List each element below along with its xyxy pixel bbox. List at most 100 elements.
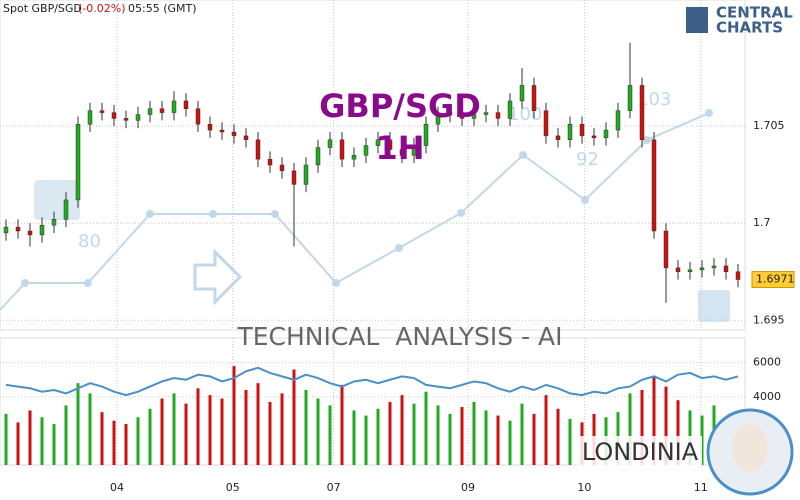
candle-body [219,129,225,133]
volume-bar [472,401,476,465]
candle-body [507,100,513,119]
volume-line [5,366,739,397]
candle-body [387,139,393,150]
volume-bar [64,405,68,465]
volume-bar [340,384,344,465]
logo-text: CHARTS [716,19,783,37]
watermark-arrow [193,248,243,306]
x-tick-label: 10 [577,481,591,494]
watermark-line [0,112,710,311]
candle-body [267,158,273,166]
candle-body [351,155,357,160]
volume-tick-label: 4000 [753,390,781,403]
candle-body [627,85,633,111]
volume-bar [316,398,320,465]
candle-body [495,112,501,119]
brand: LONDINIA [582,438,699,466]
candle-body [171,100,177,113]
volume-bar [304,389,308,465]
watermark-icon [698,290,730,322]
candle-body [435,114,441,125]
candle-body [531,85,537,111]
candle-body [651,139,657,232]
avatar-face [732,424,768,472]
candle-body [723,265,729,273]
banner: TECHNICAL ANALYSIS - AI [236,322,562,351]
candle-body [411,145,417,156]
candle-body [639,85,645,141]
candle-body [231,131,237,137]
candle-body [51,219,57,226]
volume-bar [256,383,260,465]
candle-body [159,108,165,113]
volume-bar [88,393,92,465]
volume-bar [496,415,500,465]
watermark-dots [21,109,713,287]
volume-bar [520,403,524,465]
volume-bar [184,403,188,465]
volume-bar [328,405,332,465]
candle-body [291,170,297,185]
logo-text: CENTRAL [716,4,793,22]
candle-body [207,123,213,131]
x-tick-label: 07 [327,481,341,494]
volume-bar [676,400,680,465]
volume-bar [508,420,512,465]
brand-box [577,436,702,470]
volume-panel [0,337,746,466]
volume-bar [448,413,452,465]
last-price-box [751,271,795,289]
candle-body [63,199,69,220]
volume-bar [112,420,116,465]
change: (-0.02%) [78,2,126,15]
volume-bar [544,395,548,465]
volume-bar [52,424,56,465]
candle-body [27,230,33,236]
candle-body [363,145,369,156]
volume-bar [244,389,248,465]
candle-body [147,108,153,115]
candle-body [663,230,669,269]
candle-body [591,135,597,139]
candle-body [675,267,681,273]
volume-bar [160,398,164,465]
candle-body [123,118,129,121]
volume-bar [292,369,296,465]
volume-bar [196,388,200,465]
volume-bar [352,410,356,465]
volume-bar [652,376,656,465]
x-tick-label: 09 [461,481,475,494]
candle-body [87,110,93,125]
volume-bar [664,386,668,465]
volume-bar [172,393,176,465]
candle-body [327,139,333,148]
candle-body [555,135,561,141]
title: Spot GBP/SGD [3,2,82,15]
volume-bar [280,393,284,465]
volume-bar [268,401,272,465]
volume-bar [376,408,380,465]
volume-bar [412,403,416,465]
volume-bar [220,398,224,465]
candle-body [543,110,549,137]
candle-body [483,112,489,115]
candle-body [579,123,585,137]
candle-body [711,265,717,269]
volume-bar [40,417,44,465]
candle-body [303,164,309,185]
y-tick-label: 1.695 [753,313,785,326]
candle-body [735,271,741,280]
candle-body [195,108,201,125]
watermark-label: 80 [78,231,101,252]
candle-body [315,147,321,166]
candle-body [279,164,285,172]
volume-bar [628,393,632,465]
candle-body [519,85,525,102]
volume-bar [424,391,428,465]
volume-bar [148,408,152,465]
watermark-icon [34,180,80,220]
candle-body [471,114,477,119]
candle-body [99,110,105,113]
candle-body [3,226,9,234]
candle-body [243,135,249,141]
